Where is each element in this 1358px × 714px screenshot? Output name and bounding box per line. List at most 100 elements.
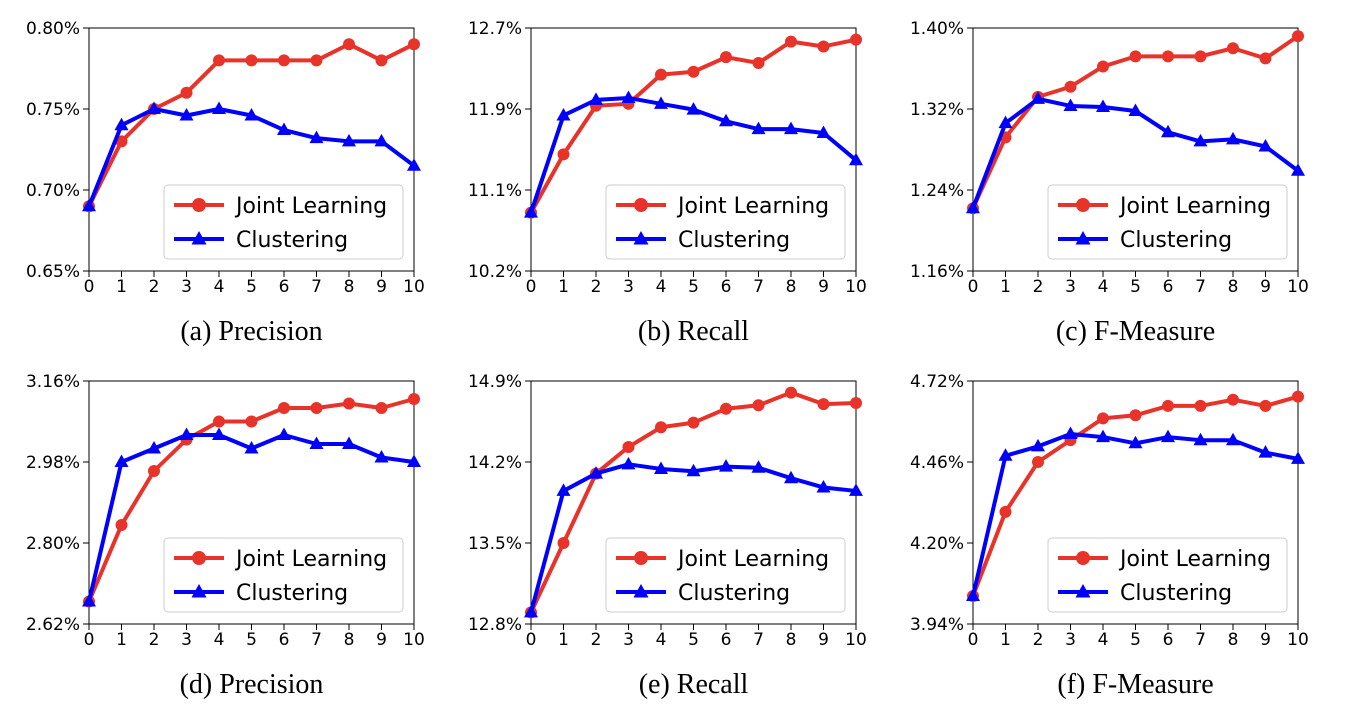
data-point-joint-learning	[278, 54, 290, 67]
y-tick-label: 2.80%	[26, 534, 80, 554]
x-tick-label: 0	[526, 630, 537, 650]
x-tick-label: 8	[786, 277, 797, 297]
legend: Joint Learning Clustering	[163, 184, 404, 260]
x-tick-label: 8	[1228, 630, 1239, 650]
series-line-0	[87, 42, 415, 208]
legend-marker-triangle	[191, 231, 207, 245]
y-tick-label: 13.5%	[468, 534, 522, 554]
x-tick-label: 7	[753, 630, 764, 650]
x-tick-label: 8	[344, 277, 355, 297]
legend-marker-triangle	[633, 231, 649, 245]
x-tick-label: 3	[623, 277, 634, 297]
x-tick-label: 5	[1130, 277, 1141, 297]
x-tick-label: 7	[311, 630, 322, 650]
data-point-clustering	[589, 92, 603, 105]
x-tick-label: 10	[1287, 277, 1309, 297]
subfigure-caption: (e) Recall	[639, 669, 749, 700]
data-point-joint-learning	[850, 33, 862, 46]
legend-marker-triangle	[1075, 584, 1091, 598]
data-point-joint-learning	[213, 54, 225, 67]
data-point-clustering	[1161, 124, 1175, 138]
x-tick-label: 9	[818, 630, 829, 650]
legend-marker-triangle	[633, 584, 649, 598]
data-point-clustering	[309, 130, 324, 144]
data-point-clustering	[966, 588, 980, 601]
data-point-clustering	[1031, 91, 1045, 104]
y-tick-label: 0.65%	[26, 262, 80, 282]
chart-panel-4: 12.8% 13.5% 14.2% 14.9% 0 1 2 3 4 5 6 7 8 9 10 Joint Le…	[468, 372, 867, 700]
legend-marker-circle	[192, 551, 206, 565]
x-tick-label: 5	[1130, 630, 1141, 650]
data-point-clustering	[407, 454, 421, 467]
x-tick-label: 7	[753, 277, 764, 297]
data-point-clustering	[1226, 432, 1240, 446]
x-tick-label: 5	[246, 277, 257, 297]
x-tick-label: 9	[376, 277, 387, 297]
data-point-joint-learning	[687, 416, 700, 429]
data-point-clustering	[1291, 163, 1305, 176]
x-tick-label: 7	[1195, 630, 1206, 650]
data-point-clustering	[849, 483, 863, 496]
chart-panel-3: 2.62% 2.80% 2.98% 3.16% 0 1 2 3 4 5 6 7 8 9 10 Joint Le…	[26, 372, 425, 700]
y-tick-label: 3.16%	[26, 372, 80, 392]
data-point-clustering	[1128, 435, 1143, 449]
data-point-clustering	[407, 158, 421, 171]
data-point-clustering	[212, 427, 226, 440]
data-point-clustering	[1031, 438, 1045, 452]
data-point-clustering	[342, 133, 356, 147]
data-point-clustering	[784, 121, 798, 135]
data-point-clustering	[1128, 103, 1143, 117]
x-tick-label: 2	[1033, 630, 1044, 650]
chart-panel-2: 1.16% 1.24% 1.32% 1.40% 0 1 2 3 4 5 6 7 8 9 10 Joint Le…	[910, 19, 1309, 347]
x-tick-label: 9	[818, 277, 829, 297]
y-tick-label: 1.16%	[910, 262, 964, 282]
legend: Joint Learning Clustering	[605, 537, 846, 613]
x-tick-label: 2	[149, 630, 160, 650]
data-point-clustering	[277, 122, 291, 136]
data-point-clustering	[784, 470, 798, 484]
data-point-clustering	[556, 107, 571, 121]
x-tick-label: 5	[688, 630, 699, 650]
data-point-clustering	[1193, 432, 1208, 446]
y-tick-label: 11.9%	[468, 100, 522, 120]
subfigure-caption: (a) Precision	[180, 316, 322, 347]
x-tick-label: 6	[721, 630, 732, 650]
legend-label: Joint Learning	[234, 194, 387, 219]
data-point-clustering	[966, 200, 980, 214]
data-point-joint-learning	[817, 40, 830, 53]
data-point-clustering	[342, 436, 356, 449]
y-tick-label: 4.46%	[910, 453, 964, 473]
x-tick-label: 6	[1163, 630, 1174, 650]
legend: Joint Learning Clustering	[605, 184, 846, 260]
y-tick-label: 10.2%	[468, 262, 522, 282]
x-tick-label: 1	[1000, 277, 1011, 297]
legend-label: Clustering	[678, 581, 790, 606]
data-point-clustering	[82, 198, 96, 212]
data-point-joint-learning	[655, 421, 667, 434]
legend-label: Joint Learning	[1118, 547, 1271, 572]
data-point-clustering	[277, 427, 291, 440]
x-tick-label: 1	[1000, 630, 1011, 650]
legend-marker-circle	[634, 198, 648, 212]
chart-panel-5: 3.94% 4.20% 4.46% 4.72% 0 1 2 3 4 5 6 7 8 9 10 Joint Le…	[910, 372, 1309, 700]
data-point-clustering	[1291, 451, 1305, 464]
data-point-joint-learning	[752, 56, 765, 69]
data-point-joint-learning	[115, 519, 128, 531]
data-point-clustering	[686, 463, 701, 477]
y-tick-label: 2.98%	[26, 453, 80, 473]
x-tick-label: 6	[721, 277, 732, 297]
data-point-clustering	[654, 461, 668, 474]
x-tick-label: 6	[279, 277, 290, 297]
data-point-clustering	[589, 466, 603, 479]
x-tick-label: 10	[403, 277, 425, 297]
x-tick-label: 9	[1260, 630, 1271, 650]
y-tick-label: 0.70%	[26, 181, 80, 201]
subfigure-caption: (b) Recall	[638, 316, 749, 347]
data-point-clustering	[998, 115, 1013, 129]
x-tick-label: 2	[1033, 277, 1044, 297]
x-tick-label: 4	[1098, 277, 1109, 297]
x-tick-label: 1	[116, 630, 127, 650]
x-tick-label: 0	[84, 630, 95, 650]
legend: Joint Learning Clustering	[1047, 184, 1288, 260]
data-point-joint-learning	[278, 402, 290, 414]
